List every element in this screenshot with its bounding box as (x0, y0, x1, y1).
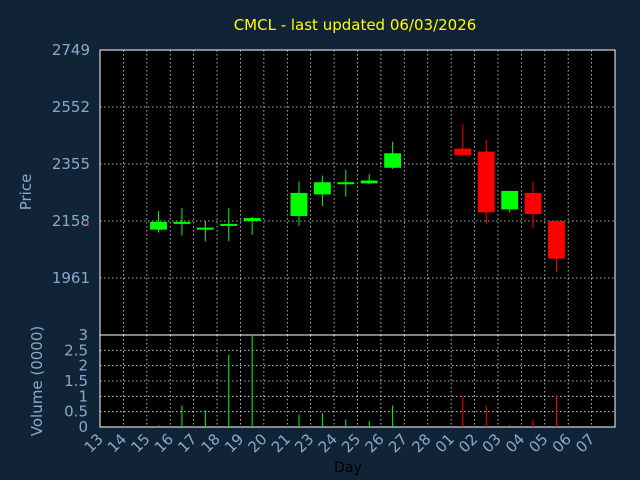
price-tick-label: 2158 (52, 212, 90, 230)
candle-23 (290, 181, 308, 226)
x-tick-label: 17 (174, 430, 200, 456)
candle-05 (524, 181, 542, 229)
x-tick-label: 06 (549, 430, 575, 456)
candle-body (454, 148, 472, 156)
candle-body (548, 221, 565, 259)
candle-06 (548, 221, 565, 273)
candle-03 (477, 139, 495, 224)
x-tick-label: 20 (244, 430, 270, 456)
price-axis-label: Price (17, 174, 35, 211)
x-tick-label: 14 (104, 430, 130, 456)
volume-panel: 00.511.522.53 (64, 326, 616, 436)
candle-02 (454, 124, 472, 156)
x-tick-label: 01 (432, 430, 458, 456)
candle-24 (313, 175, 331, 206)
candle-body (220, 223, 238, 226)
candle-body (477, 151, 495, 213)
candle-body (243, 218, 261, 221)
volume-tick-label: 3 (78, 326, 88, 344)
candle-20 (243, 216, 261, 235)
candle-body (173, 221, 191, 224)
x-tick-label: 18 (198, 430, 224, 456)
x-tick-label: 24 (315, 430, 341, 456)
candle-17 (173, 208, 191, 236)
x-tick-label: 05 (525, 430, 551, 456)
x-tick-label: 19 (221, 430, 247, 456)
x-tick-label: 16 (151, 430, 177, 456)
candle-16 (150, 211, 167, 233)
candle-25 (337, 169, 355, 197)
x-tick-label: 28 (408, 430, 434, 456)
candle-27 (384, 141, 402, 169)
volume-tick-label: 1.5 (64, 372, 88, 390)
x-axis: 1314151617181920212324252627280102030405… (81, 430, 599, 456)
volume-tick-label: 0 (78, 418, 88, 436)
volume-tick-label: 0.5 (64, 403, 88, 421)
x-tick-label: 23 (291, 430, 317, 456)
x-tick-label: 03 (479, 430, 505, 456)
x-tick-label: 21 (268, 430, 294, 456)
candle-04 (501, 190, 519, 213)
candle-19 (220, 208, 238, 242)
price-plot-area (99, 49, 616, 336)
x-tick-label: 27 (385, 430, 411, 456)
volume-tick-label: 2.5 (64, 341, 88, 359)
x-axis-label: Day (334, 460, 362, 476)
price-tick-label: 2355 (52, 155, 90, 173)
candle-body (501, 190, 519, 210)
candle-26 (360, 174, 378, 185)
volume-tick-label: 2 (78, 357, 88, 375)
candle-body (290, 192, 308, 217)
candle-body (150, 221, 167, 230)
candle-body (384, 153, 402, 168)
candle-body (313, 182, 331, 195)
price-tick-label: 2552 (52, 98, 90, 116)
x-tick-label: 15 (127, 430, 153, 456)
x-tick-label: 04 (502, 430, 528, 456)
x-tick-label: 07 (572, 430, 598, 456)
candle-body (196, 227, 214, 230)
price-tick-label: 2749 (52, 41, 90, 59)
x-tick-label: 25 (338, 430, 364, 456)
candle-body (524, 192, 542, 215)
chart-title: CMCL - last updated 06/03/2026 (234, 16, 477, 34)
candle-18 (196, 221, 214, 242)
x-tick-label: 02 (455, 430, 481, 456)
price-panel: 1961 2158 2355 2552 2749 (52, 41, 616, 336)
candle-body (360, 180, 378, 184)
volume-tick-label: 1 (78, 387, 88, 405)
volume-axis-label: Volume (0000) (28, 326, 46, 436)
x-tick-label: 26 (362, 430, 388, 456)
price-tick-label: 1961 (52, 269, 90, 287)
candle-body (337, 182, 355, 185)
